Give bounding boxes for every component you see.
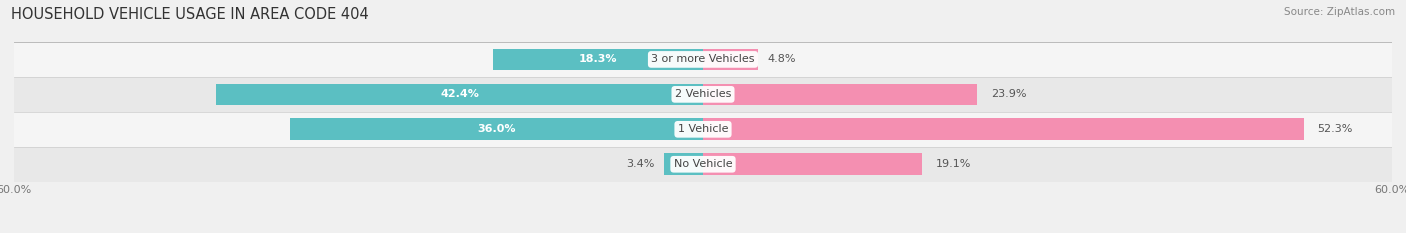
Text: 1 Vehicle: 1 Vehicle: [678, 124, 728, 134]
Text: 4.8%: 4.8%: [768, 55, 796, 64]
Text: 3 or more Vehicles: 3 or more Vehicles: [651, 55, 755, 64]
Text: Source: ZipAtlas.com: Source: ZipAtlas.com: [1284, 7, 1395, 17]
Bar: [494, 49, 703, 70]
Text: No Vehicle: No Vehicle: [673, 159, 733, 169]
Bar: [664, 153, 703, 175]
Text: 42.4%: 42.4%: [440, 89, 479, 99]
Bar: [703, 83, 977, 105]
Bar: [14, 77, 1392, 112]
Bar: [703, 118, 1303, 140]
Bar: [703, 49, 758, 70]
Text: 23.9%: 23.9%: [991, 89, 1026, 99]
Bar: [14, 147, 1392, 182]
Bar: [217, 83, 703, 105]
Bar: [290, 118, 703, 140]
Text: 36.0%: 36.0%: [477, 124, 516, 134]
Bar: [14, 42, 1392, 77]
Text: HOUSEHOLD VEHICLE USAGE IN AREA CODE 404: HOUSEHOLD VEHICLE USAGE IN AREA CODE 404: [11, 7, 368, 22]
Text: 3.4%: 3.4%: [627, 159, 655, 169]
Text: 52.3%: 52.3%: [1317, 124, 1353, 134]
Bar: [703, 153, 922, 175]
Bar: [14, 112, 1392, 147]
Text: 2 Vehicles: 2 Vehicles: [675, 89, 731, 99]
Text: 19.1%: 19.1%: [936, 159, 972, 169]
Text: 18.3%: 18.3%: [579, 55, 617, 64]
